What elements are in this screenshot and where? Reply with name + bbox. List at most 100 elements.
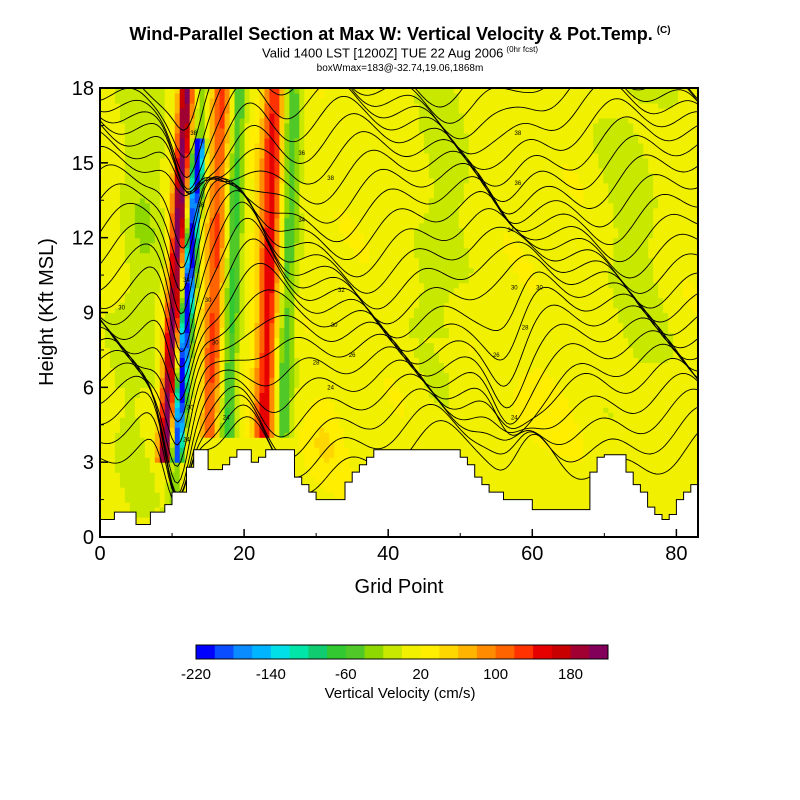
field-cell (109, 512, 116, 518)
field-cell (194, 207, 201, 214)
field-cell (154, 472, 161, 478)
field-cell (154, 157, 161, 164)
field-cell (154, 282, 161, 289)
field-cell (199, 172, 206, 179)
field-cell (159, 502, 166, 508)
field-cell (129, 92, 136, 99)
field-cell (174, 192, 181, 199)
field-cell (354, 387, 360, 393)
field-cell (284, 107, 290, 114)
field-cell (239, 222, 246, 229)
field-cell (259, 262, 266, 269)
field-cell (334, 122, 340, 129)
field-cell (214, 377, 221, 383)
field-cell (149, 372, 156, 378)
field-cell (134, 332, 141, 339)
field-cell (119, 242, 126, 249)
field-cell (204, 402, 211, 408)
field-cell (319, 357, 325, 363)
field-cell (224, 432, 231, 438)
field-cell (264, 222, 271, 229)
field-cell (164, 297, 171, 304)
field-cell (369, 257, 375, 264)
field-cell (129, 137, 136, 144)
field-cell (349, 382, 355, 388)
field-cell (284, 307, 290, 314)
field-cell (114, 452, 121, 458)
field-cell (209, 452, 216, 458)
field-cell (179, 447, 186, 453)
field-cell (334, 102, 340, 109)
field-cell (204, 382, 211, 388)
field-cell (144, 167, 151, 174)
field-cell (109, 402, 116, 408)
field-cell (284, 88, 290, 94)
field-cell (264, 377, 271, 383)
field-cell (134, 472, 141, 478)
field-cell (119, 252, 126, 259)
field-cell (119, 172, 126, 179)
field-cell (239, 267, 246, 274)
field-cell (289, 232, 295, 239)
field-cell (134, 107, 141, 114)
field-cell (284, 222, 290, 229)
field-cell (144, 472, 151, 478)
field-cell (149, 497, 156, 503)
field-cell (189, 432, 196, 438)
field-cell (269, 317, 276, 324)
field-cell (314, 387, 320, 393)
field-cell (269, 187, 276, 194)
field-cell (369, 342, 375, 349)
field-cell (279, 367, 285, 373)
field-cell (269, 172, 276, 179)
field-cell (134, 492, 141, 498)
field-cell (249, 437, 256, 443)
field-cell (359, 122, 365, 129)
field-cell (144, 397, 151, 403)
field-cell (239, 367, 246, 373)
field-cell (294, 102, 300, 109)
field-cell (299, 347, 305, 354)
field-cell (374, 352, 380, 358)
field-cell (239, 372, 246, 378)
field-cell (134, 252, 141, 259)
field-cell (334, 342, 340, 349)
field-cell (100, 267, 106, 274)
field-cell (219, 457, 226, 463)
field-cell (129, 362, 136, 368)
field-cell (364, 362, 370, 368)
field-cell (174, 417, 181, 423)
field-cell (249, 137, 256, 144)
field-cell (359, 457, 365, 463)
field-cell (100, 302, 106, 309)
field-cell (299, 452, 305, 458)
field-cell (139, 392, 146, 398)
field-cell (144, 132, 151, 139)
field-cell (289, 382, 295, 388)
field-cell (139, 102, 146, 109)
field-cell (224, 182, 231, 189)
field-cell (309, 317, 315, 324)
field-cell (244, 102, 251, 109)
field-cell (204, 432, 211, 438)
field-cell (109, 112, 116, 119)
field-cell (199, 152, 206, 159)
field-cell (124, 132, 131, 139)
field-cell (244, 272, 251, 279)
field-cell (349, 222, 355, 229)
field-cell (244, 137, 251, 144)
field-cell (234, 367, 241, 373)
field-cell (204, 122, 211, 129)
field-cell (369, 307, 375, 314)
field-cell (209, 372, 216, 378)
field-cell (274, 397, 280, 403)
field-cell (304, 242, 310, 249)
field-cell (169, 467, 176, 473)
field-cell (199, 352, 206, 358)
field-cell (219, 227, 226, 234)
field-cell (109, 272, 116, 279)
field-cell (104, 492, 111, 498)
field-cell (124, 432, 131, 438)
field-cell (269, 297, 276, 304)
field-cell (109, 117, 116, 124)
